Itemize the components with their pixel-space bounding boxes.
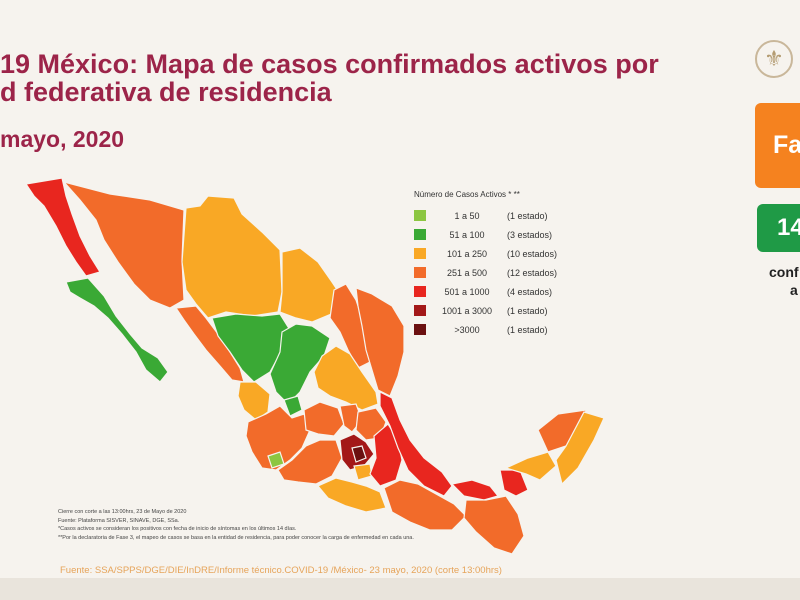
state-tamaulipas xyxy=(355,287,405,397)
legend-count: (3 estados) xyxy=(507,229,553,240)
state-guanajuato xyxy=(303,401,345,437)
footnote-phase3: **Por la declaratoria de Fase 3, el mape… xyxy=(58,534,414,541)
legend-swatch xyxy=(414,267,426,278)
state-aguascalientes xyxy=(283,395,303,417)
legend-item: 1001 a 3000 (1 estado) xyxy=(414,301,574,320)
legend-range: 251 a 500 xyxy=(446,267,488,278)
title-line-2: d federativa de residencia xyxy=(0,77,332,107)
legend-range: 101 a 250 xyxy=(446,248,488,259)
title-line-1: 19 México: Mapa de casos confirmados act… xyxy=(0,49,659,79)
report-date: mayo, 2020 xyxy=(0,126,125,152)
phase-badge: Fa xyxy=(755,103,800,188)
legend-range: >3000 xyxy=(454,324,480,335)
page-title: 19 México: Mapa de casos confirmados act… xyxy=(0,50,659,106)
state-guerrero xyxy=(317,477,387,513)
legend-swatch xyxy=(414,324,426,335)
legend-swatch xyxy=(414,305,426,316)
footnote-platform: Fuente: Plataforma SISVER, SINAVE, DGE, … xyxy=(58,517,180,524)
footnote-cutoff: Cierre con corte a las 13:00hrs, 23 de M… xyxy=(58,509,187,515)
state-campeche-south xyxy=(504,451,557,481)
state-chihuahua xyxy=(181,195,283,319)
government-seal-icon: ⚜ xyxy=(755,40,793,78)
footnotes: Cierre con corte a las 13:00hrs, 23 de M… xyxy=(58,508,414,542)
legend-count: (1 estado) xyxy=(507,324,548,335)
state-morelos xyxy=(353,463,373,481)
state-baja-california-sur xyxy=(65,277,169,383)
count-badge: 14 xyxy=(757,204,800,252)
state-jalisco xyxy=(245,405,311,471)
state-sonora xyxy=(62,180,185,309)
legend-range: 1001 a 3000 xyxy=(441,305,493,316)
state-baja-california xyxy=(24,177,101,277)
legend-count: (12 estados) xyxy=(507,267,558,278)
legend-title: Número de Casos Activos * ** xyxy=(414,190,520,199)
legend-range: 501 a 1000 xyxy=(444,286,490,297)
legend-range: 51 a 100 xyxy=(449,229,485,240)
state-quintana-roo xyxy=(555,411,605,486)
legend-swatch xyxy=(414,229,426,240)
state-veracruz xyxy=(379,391,453,497)
legend-item: >3000 (1 estado) xyxy=(414,320,574,339)
state-ciudad-de-mexico xyxy=(351,445,367,463)
count-caption-2: a xyxy=(790,282,798,298)
legend-item: 501 a 1000 (4 estados) xyxy=(414,282,574,301)
legend-count: (1 estado) xyxy=(507,305,548,316)
state-san-luis-potosi xyxy=(313,345,379,411)
count-caption-1: conf xyxy=(769,264,799,280)
map-legend: Número de Casos Activos * ** 1 a 50 (1 e… xyxy=(414,190,574,339)
source-line: Fuente: SSA/SPPS/DGE/DIE/InDRE/Informe t… xyxy=(60,565,502,576)
legend-count: (10 estados) xyxy=(507,248,558,259)
legend-count: (1 estado) xyxy=(507,210,548,221)
legend-item: 101 a 250 (10 estados) xyxy=(414,244,574,263)
legend-swatch xyxy=(414,286,426,297)
legend-swatch xyxy=(414,248,426,259)
count-badge-text: 14 xyxy=(777,214,800,241)
legend-item: 1 a 50 (1 estado) xyxy=(414,206,574,225)
footnote-active-cases: *Casos activos se consideran los positiv… xyxy=(58,526,297,532)
legend-swatch xyxy=(414,210,426,221)
state-chiapas xyxy=(463,495,525,555)
state-colima xyxy=(267,451,285,469)
state-zacatecas xyxy=(269,323,331,405)
legend-item: 51 a 100 (3 estados) xyxy=(414,225,574,244)
legend-count: (4 estados) xyxy=(507,286,553,297)
legend-item: 251 a 500 (12 estados) xyxy=(414,263,574,282)
phase-badge-text: Fa xyxy=(773,131,800,159)
legend-range: 1 a 50 xyxy=(454,210,480,221)
bottom-strip xyxy=(0,578,800,600)
state-tabasco xyxy=(450,479,500,501)
